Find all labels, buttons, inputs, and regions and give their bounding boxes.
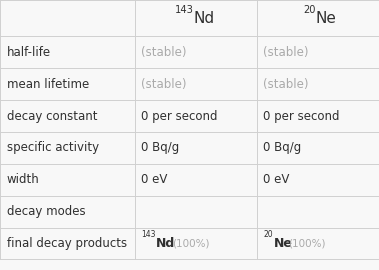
Text: decay constant: decay constant (7, 110, 97, 123)
Text: final decay products: final decay products (7, 237, 127, 250)
Text: 0 Bq/g: 0 Bq/g (141, 141, 180, 154)
Text: (stable): (stable) (263, 78, 309, 91)
Text: half-life: half-life (7, 46, 51, 59)
Text: 0 per second: 0 per second (263, 110, 340, 123)
Text: mean lifetime: mean lifetime (7, 78, 89, 91)
Text: 0 eV: 0 eV (263, 173, 290, 186)
Text: (stable): (stable) (141, 78, 187, 91)
Text: 0 per second: 0 per second (141, 110, 218, 123)
Text: (100%): (100%) (288, 238, 326, 249)
Text: (100%): (100%) (172, 238, 210, 249)
Text: 20: 20 (263, 230, 273, 239)
Text: 143: 143 (175, 5, 194, 15)
Text: 0 Bq/g: 0 Bq/g (263, 141, 302, 154)
Text: (stable): (stable) (141, 46, 187, 59)
Text: Ne: Ne (274, 237, 293, 250)
Text: Nd: Nd (194, 11, 215, 26)
Text: Nd: Nd (156, 237, 175, 250)
Text: 143: 143 (141, 230, 156, 239)
Text: 0 eV: 0 eV (141, 173, 168, 186)
Text: (stable): (stable) (263, 46, 309, 59)
Text: 20: 20 (304, 5, 316, 15)
Text: width: width (7, 173, 39, 186)
Text: specific activity: specific activity (7, 141, 99, 154)
Text: decay modes: decay modes (7, 205, 85, 218)
Text: Ne: Ne (316, 11, 337, 26)
